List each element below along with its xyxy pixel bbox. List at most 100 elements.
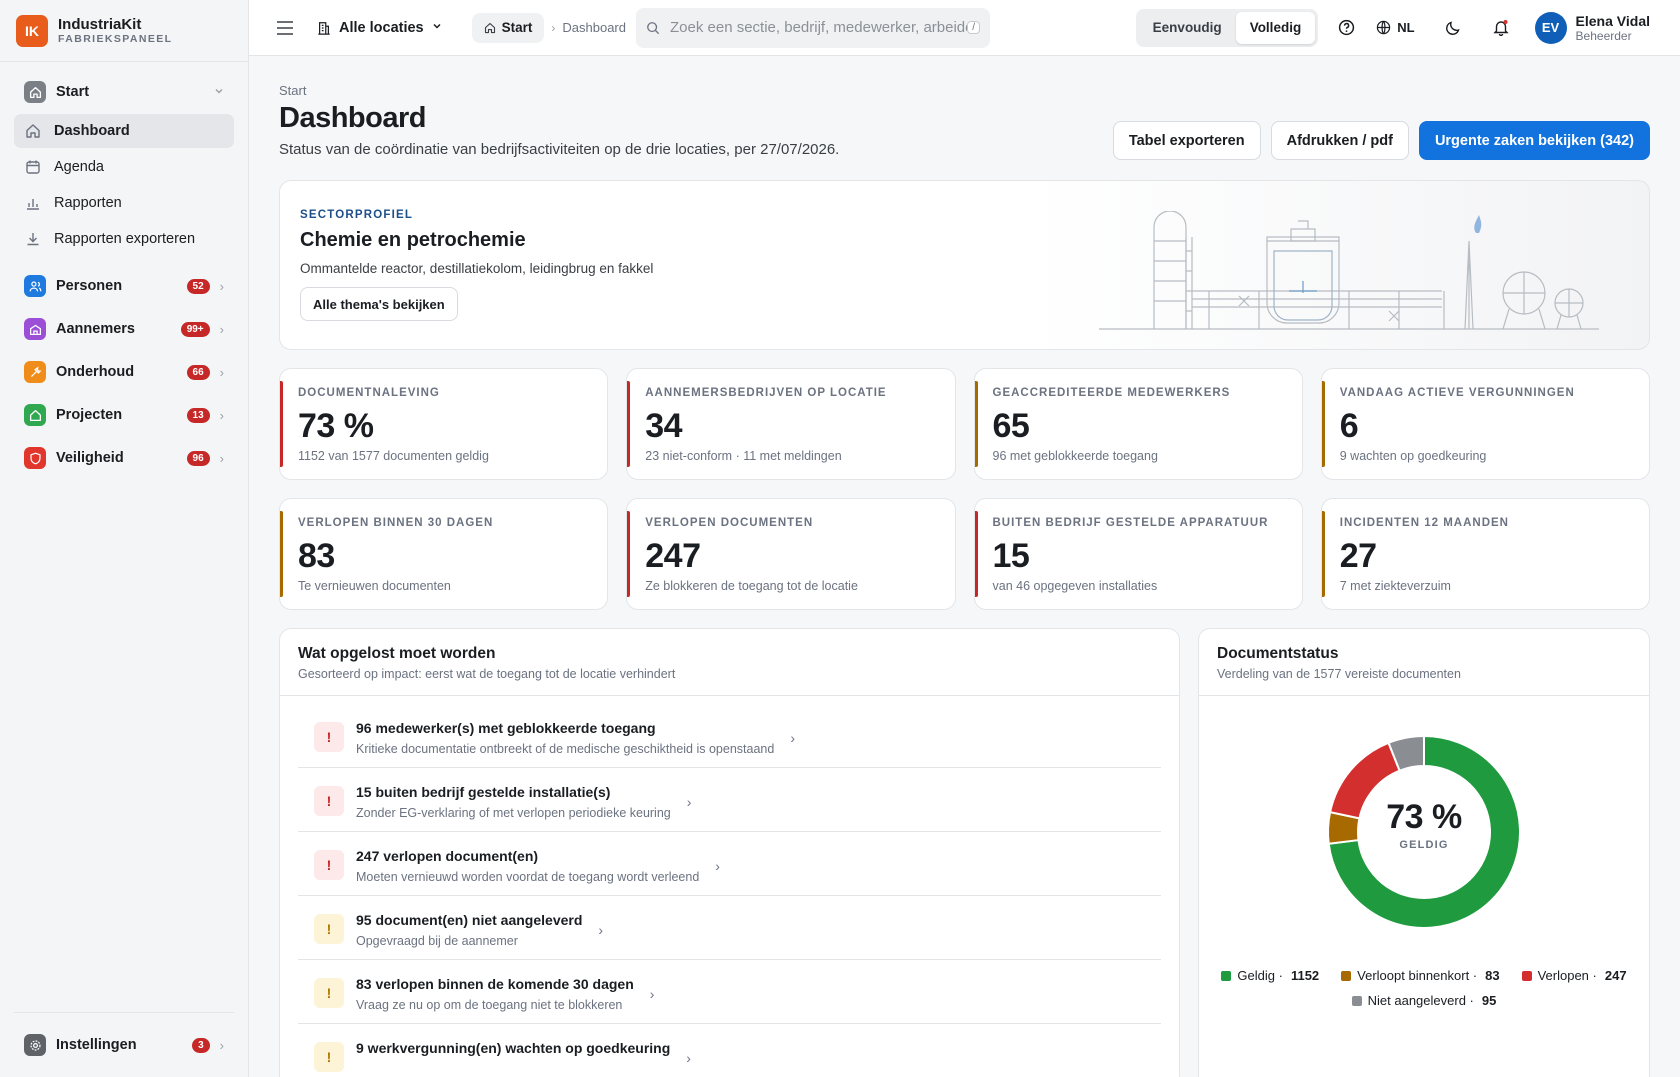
sidebar-group-start[interactable]: Start	[14, 74, 234, 110]
count-badge: 52	[186, 278, 210, 294]
donut-chart: 73 % GELDIG	[1324, 732, 1524, 932]
count-badge: 99+	[180, 321, 210, 337]
chevron-right-icon: ›	[790, 730, 795, 746]
chevron-right-icon: ›	[686, 794, 692, 810]
legend-swatch	[1351, 995, 1362, 1006]
brand[interactable]: IK IndustriaKit FABRIEKSPANEEL	[0, 0, 248, 62]
todo-item-title: 247 verlopen document(en)	[356, 848, 539, 864]
donut-slice-niet-aangeleverd[interactable]	[1387, 734, 1425, 772]
count-badge: 66	[186, 364, 210, 380]
location-label: Alle locaties	[339, 19, 424, 36]
chevron-right-icon: ›	[219, 407, 224, 423]
kpi-value: 65	[992, 407, 1030, 445]
todo-item-subtitle: Vraag ze nu op om de toegang niet te blo…	[356, 998, 623, 1012]
chevron-right-icon: ›	[219, 1037, 224, 1053]
user-role: Beheerder	[1575, 28, 1632, 43]
sector-title: Chemie en petrochemie	[300, 229, 526, 251]
kpi-card[interactable]: GEACCREDITEERDE MEDEWERKERS 65 96 met ge…	[973, 368, 1303, 480]
legend-label: Niet aangeleverd ·	[1367, 993, 1474, 1008]
sidebar-nav: Start Dashboard Agenda Rapporten	[0, 62, 248, 476]
kpi-card[interactable]: VANDAAG ACTIEVE VERGUNNINGEN 6 9 wachten…	[1320, 368, 1650, 480]
page-subtitle: Status van de coördinatie van bedrijfsac…	[279, 141, 840, 158]
language-label: NL	[1397, 20, 1415, 35]
todo-item[interactable]: ! 83 verlopen binnen de komende 30 dagen…	[298, 960, 1161, 1024]
view-themes-button[interactable]: Alle thema's bekijken	[300, 287, 458, 321]
kpi-value: 27	[1339, 537, 1377, 575]
sidebar-module-label: Aannemers	[56, 321, 135, 337]
calendar-icon	[24, 158, 42, 176]
sidebar-item-rapporten-exporteren[interactable]: Rapporten exporteren	[14, 222, 234, 256]
todo-item[interactable]: ! 95 document(en) niet aangeleverd Opgev…	[298, 896, 1161, 960]
help-icon[interactable]	[1326, 19, 1366, 36]
todo-item[interactable]: ! 9 werkvergunning(en) wachten op goedke…	[298, 1024, 1161, 1077]
todo-title: Wat opgelost moet worden	[298, 645, 496, 662]
dark-mode-icon[interactable]	[1433, 20, 1473, 36]
location-selector[interactable]: Alle locaties	[317, 20, 442, 36]
topbar: Alle locaties Start › Dashboard / Eenvou…	[249, 0, 1680, 56]
user-name: Elena Vidal	[1575, 12, 1650, 29]
todo-item-title: 96 medewerker(s) met geblokkeerde toegan…	[356, 720, 656, 736]
search-input[interactable]	[670, 19, 968, 36]
chevron-right-icon: ›	[686, 1050, 691, 1066]
kpi-label: AANNEMERSBEDRIJVEN OP LOCATIE	[645, 387, 887, 399]
sidebar-item-instellingen[interactable]: Instellingen 3 ›	[14, 1027, 234, 1063]
search-box: /	[636, 7, 990, 48]
kpi-grid: DOCUMENTNALEVING 73 % 1152 van 1577 docu…	[279, 368, 1650, 610]
kpi-subtext: Te vernieuwen documenten	[298, 579, 451, 593]
sidebar-item-agenda[interactable]: Agenda	[14, 150, 234, 184]
language-selector[interactable]: NL	[1376, 20, 1415, 35]
breadcrumb-start[interactable]: Start	[471, 12, 545, 43]
kpi-subtext: van 46 opgegeven installaties	[992, 579, 1158, 593]
user-menu[interactable]: EV Elena Vidal Beheerder	[1534, 11, 1650, 44]
sidebar-module-onderhoud[interactable]: Onderhoud 66 ›	[14, 354, 234, 390]
count-badge: 96	[186, 450, 210, 466]
donut-slice-geldig[interactable]	[1327, 734, 1521, 929]
kpi-card[interactable]: VERLOPEN DOCUMENTEN 247 Ze blokkeren de …	[626, 498, 956, 610]
chevron-right-icon: ›	[219, 321, 224, 337]
sidebar-module-projecten[interactable]: Projecten 13 ›	[14, 397, 234, 433]
legend-swatch	[1521, 970, 1532, 981]
view-mode-toggle: Eenvoudig Volledig	[1135, 8, 1319, 47]
sidebar-module-label: Veiligheid	[56, 450, 124, 466]
legend-label: Verloopt binnenkort ·	[1357, 968, 1478, 983]
count-badge: 3	[192, 1037, 210, 1053]
todo-panel: Wat opgelost moet worden Gesorteerd op i…	[279, 628, 1180, 1077]
warning-icon: !	[314, 914, 344, 944]
sidebar-item-dashboard[interactable]: Dashboard	[14, 114, 234, 148]
sidebar-item-label: Instellingen	[56, 1037, 137, 1053]
kpi-card[interactable]: DOCUMENTNALEVING 73 % 1152 van 1577 docu…	[279, 368, 609, 480]
sidebar-module-personen[interactable]: Personen 52 ›	[14, 268, 234, 304]
menu-icon[interactable]	[261, 20, 309, 35]
todo-item[interactable]: ! 96 medewerker(s) met geblokkeerde toeg…	[298, 704, 1161, 768]
mode-simple-button[interactable]: Eenvoudig	[1152, 20, 1222, 35]
brand-subtitle: FABRIEKSPANEEL	[58, 33, 173, 45]
sidebar-item-label: Rapporten	[54, 195, 122, 211]
kpi-card[interactable]: AANNEMERSBEDRIJVEN OP LOCATIE 34 23 niet…	[626, 368, 956, 480]
warning-icon: !	[314, 978, 344, 1008]
export-table-button[interactable]: Tabel exporteren	[1112, 121, 1261, 160]
kpi-subtext: 7 met ziekteverzuim	[1339, 579, 1451, 593]
kpi-label: DOCUMENTNALEVING	[298, 387, 440, 399]
todo-item[interactable]: ! 247 verlopen document(en) Moeten verni…	[298, 832, 1161, 896]
kpi-card[interactable]: BUITEN BEDRIJF GESTELDE APPARATUUR 15 va…	[973, 498, 1303, 610]
view-urgent-button[interactable]: Urgente zaken bekijken (342)	[1418, 121, 1650, 160]
mode-full-button[interactable]: Volledig	[1235, 11, 1316, 44]
notifications-icon[interactable]	[1481, 19, 1521, 36]
print-pdf-button[interactable]: Afdrukken / pdf	[1270, 121, 1409, 160]
kpi-card[interactable]: VERLOPEN BINNEN 30 DAGEN 83 Te vernieuwe…	[279, 498, 609, 610]
kpi-value: 247	[645, 537, 701, 575]
todo-item-subtitle: Kritieke documentatie ontbreekt of de me…	[356, 742, 775, 756]
legend-item: Niet aangeleverd · 95	[1351, 993, 1497, 1008]
brand-logo: IK	[16, 14, 48, 47]
sidebar-item-rapporten[interactable]: Rapporten	[14, 186, 234, 220]
legend-value: 95	[1481, 993, 1497, 1008]
todo-item-title: 9 werkvergunning(en) wachten op goedkeur…	[356, 1040, 671, 1056]
sidebar-group-label: Start	[56, 84, 90, 100]
kpi-subtext: Ze blokkeren de toegang tot de locatie	[645, 579, 858, 593]
kpi-card[interactable]: INCIDENTEN 12 MAANDEN 27 7 met ziektever…	[1320, 498, 1650, 610]
kpi-value: 34	[645, 407, 683, 445]
todo-item[interactable]: ! 15 buiten bedrijf gestelde installatie…	[298, 768, 1161, 832]
sidebar-module-aannemers[interactable]: Aannemers 99+ ›	[14, 311, 234, 347]
sidebar-module-veiligheid[interactable]: Veiligheid 96 ›	[14, 440, 234, 476]
home-icon	[24, 81, 46, 103]
